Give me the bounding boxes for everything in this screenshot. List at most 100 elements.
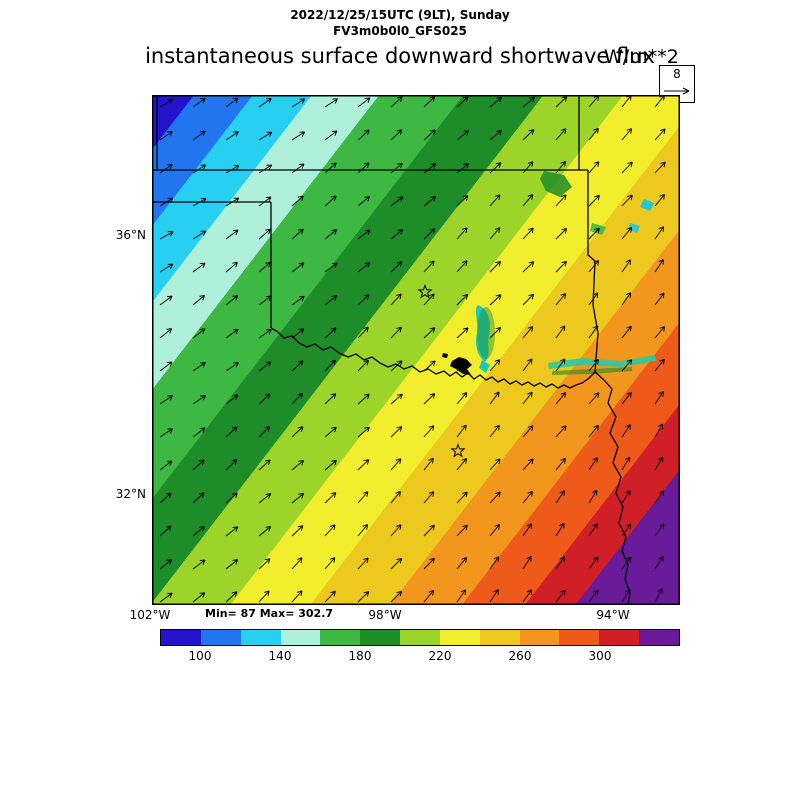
wind-arrow [159, 163, 173, 174]
wind-arrow [588, 556, 599, 570]
wind-arrow [225, 164, 240, 174]
wind-arrow [522, 556, 532, 570]
wind-arrow [588, 194, 600, 207]
wind-arrow [258, 526, 272, 537]
wind-arrow [357, 426, 370, 438]
colorbar-segment [200, 630, 241, 645]
wind-arrow [621, 292, 632, 306]
wind-arrow [159, 492, 172, 504]
state-border [594, 371, 631, 606]
wind-arrow [291, 459, 304, 471]
wind-arrow [390, 96, 403, 108]
lat-tick-36n: 36°N [115, 228, 146, 242]
colorbar-ticks: 100 140 180 220 260 300 [160, 649, 680, 665]
wind-arrow [522, 326, 534, 339]
wind-arrow [489, 458, 501, 471]
wind-arrow [489, 391, 500, 405]
wind-arrow [555, 228, 568, 240]
wind-arrow [159, 130, 173, 141]
model-label: FV3m0b0l0_GFS025 [333, 24, 467, 38]
wind-arrow [291, 360, 304, 372]
wind-arrow [324, 130, 338, 141]
wind-arrow [390, 261, 403, 273]
colorbar-segment [519, 630, 560, 645]
wind-arrow [291, 262, 305, 273]
wind-arrow [456, 163, 470, 174]
lake-marker [450, 357, 472, 375]
wind-arrow [654, 259, 664, 273]
wind-arrow [324, 162, 337, 174]
wind-arrow [621, 456, 631, 471]
wind-arrow [291, 163, 305, 174]
wind-arrow [423, 425, 435, 438]
state-border [270, 327, 596, 389]
wind-arrow [390, 162, 403, 174]
wind-arrow [258, 393, 271, 405]
colorbar-segment [360, 630, 401, 645]
wind-arrow [258, 361, 272, 372]
wind-arrow [555, 589, 566, 603]
wind-arrow [291, 98, 306, 108]
wind-arrow [423, 96, 436, 108]
wind-arrow [522, 458, 534, 471]
wind-arrow [522, 391, 533, 405]
wind-arrow [522, 129, 535, 141]
wind-arrow [192, 559, 206, 570]
cloud-patch [477, 307, 495, 359]
wind-arrow [456, 294, 469, 306]
wind-arrow [390, 326, 402, 339]
wind-arrow [555, 160, 566, 174]
wind-arrow [159, 428, 173, 438]
wind-arrow [654, 555, 664, 570]
wind-arrow [258, 131, 273, 141]
wind-arrow [159, 460, 173, 471]
wind-arrow [357, 459, 370, 471]
wind-arrow [390, 458, 402, 471]
wind-arrow [621, 489, 631, 504]
wind-arrow [621, 161, 633, 174]
wind-arrow [192, 294, 205, 306]
wind-arrow [522, 523, 532, 537]
colorbar-segment [599, 630, 640, 645]
wind-arrow [423, 228, 436, 240]
wind-arrow [324, 426, 337, 438]
wind-arrow [621, 359, 633, 372]
wind-arrow [654, 128, 666, 141]
wind-arrow [159, 525, 172, 537]
wind-arrow [192, 427, 206, 438]
wind-arrow [324, 295, 338, 306]
wind-arrow [324, 492, 337, 504]
wind-arrow [357, 326, 369, 339]
cloud-patch [479, 360, 490, 373]
wind-arrow [291, 590, 303, 603]
colorbar-tick-label: 180 [348, 649, 372, 663]
wind-arrow [324, 393, 337, 405]
wind-arrow [324, 459, 337, 471]
colorbar-segment [479, 630, 520, 645]
wind-arrow [192, 130, 206, 141]
wind-arrow [489, 424, 500, 438]
wind-arrow [357, 262, 371, 273]
wind-arrow [489, 556, 499, 570]
wind-arrow [291, 525, 304, 537]
wind-arrow [423, 163, 437, 174]
wind-arrow [324, 524, 336, 537]
wind-arrow [423, 196, 437, 207]
wind-arrow [621, 523, 632, 537]
colorbar-segment [161, 630, 201, 645]
wind-arrow [555, 260, 567, 273]
colorbar-tick-label: 260 [508, 649, 532, 663]
wind-arrow [390, 490, 401, 504]
wind-arrow [555, 425, 567, 438]
colorbar-segment [240, 630, 281, 645]
wind-arrow [258, 426, 271, 438]
wind-arrow [423, 129, 436, 141]
wind-arrow [654, 391, 664, 405]
wind-arrow [192, 328, 206, 339]
map-area [152, 94, 680, 606]
wind-arrow [159, 231, 174, 240]
wind-arrow [192, 97, 206, 108]
wind-arrow [423, 491, 435, 504]
wind-arrow [621, 194, 633, 207]
wind-arrow [357, 97, 371, 108]
